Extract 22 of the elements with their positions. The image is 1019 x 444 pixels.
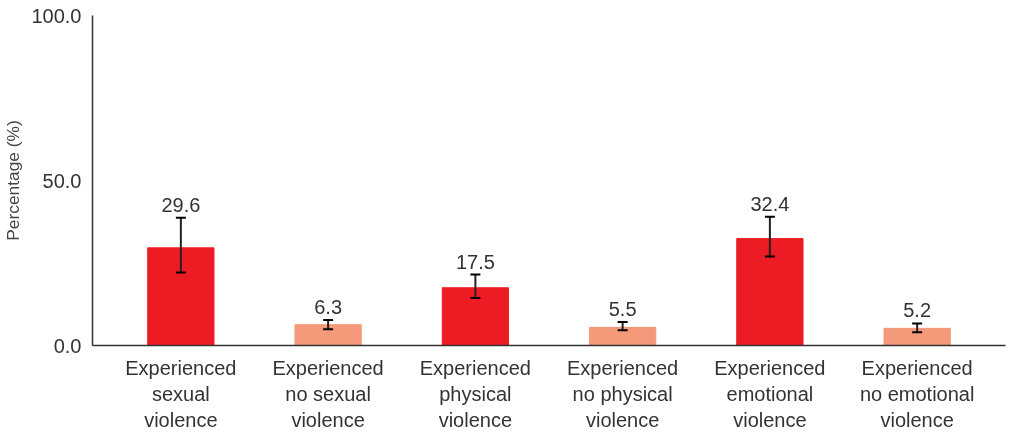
bar bbox=[589, 326, 657, 346]
x-tick-label: Experienced sexual violence bbox=[125, 356, 237, 432]
data-label: 5.5 bbox=[608, 298, 637, 321]
bar bbox=[294, 324, 362, 346]
x-tick-label: Experienced emotional violence bbox=[714, 356, 826, 432]
data-label: 6.3 bbox=[314, 296, 343, 319]
bar bbox=[883, 327, 951, 346]
data-label: 29.6 bbox=[161, 193, 201, 216]
y-axis-title: Percentage (%) bbox=[3, 120, 24, 241]
bar bbox=[736, 238, 804, 346]
y-tick-label: 0.0 bbox=[53, 334, 82, 357]
y-tick-label: 50.0 bbox=[42, 169, 82, 192]
data-label: 5.2 bbox=[903, 299, 932, 322]
x-tick-label: Experienced physical violence bbox=[419, 356, 531, 432]
data-label: 32.4 bbox=[750, 192, 790, 215]
x-tick-label: Experienced no sexual violence bbox=[272, 356, 384, 432]
bar bbox=[441, 287, 509, 346]
data-label: 17.5 bbox=[455, 250, 495, 273]
x-tick-label: Experienced no emotional violence bbox=[859, 356, 975, 432]
x-tick-label: Experienced no physical violence bbox=[567, 356, 679, 432]
bar bbox=[147, 247, 215, 346]
y-tick-label: 100.0 bbox=[31, 4, 82, 27]
